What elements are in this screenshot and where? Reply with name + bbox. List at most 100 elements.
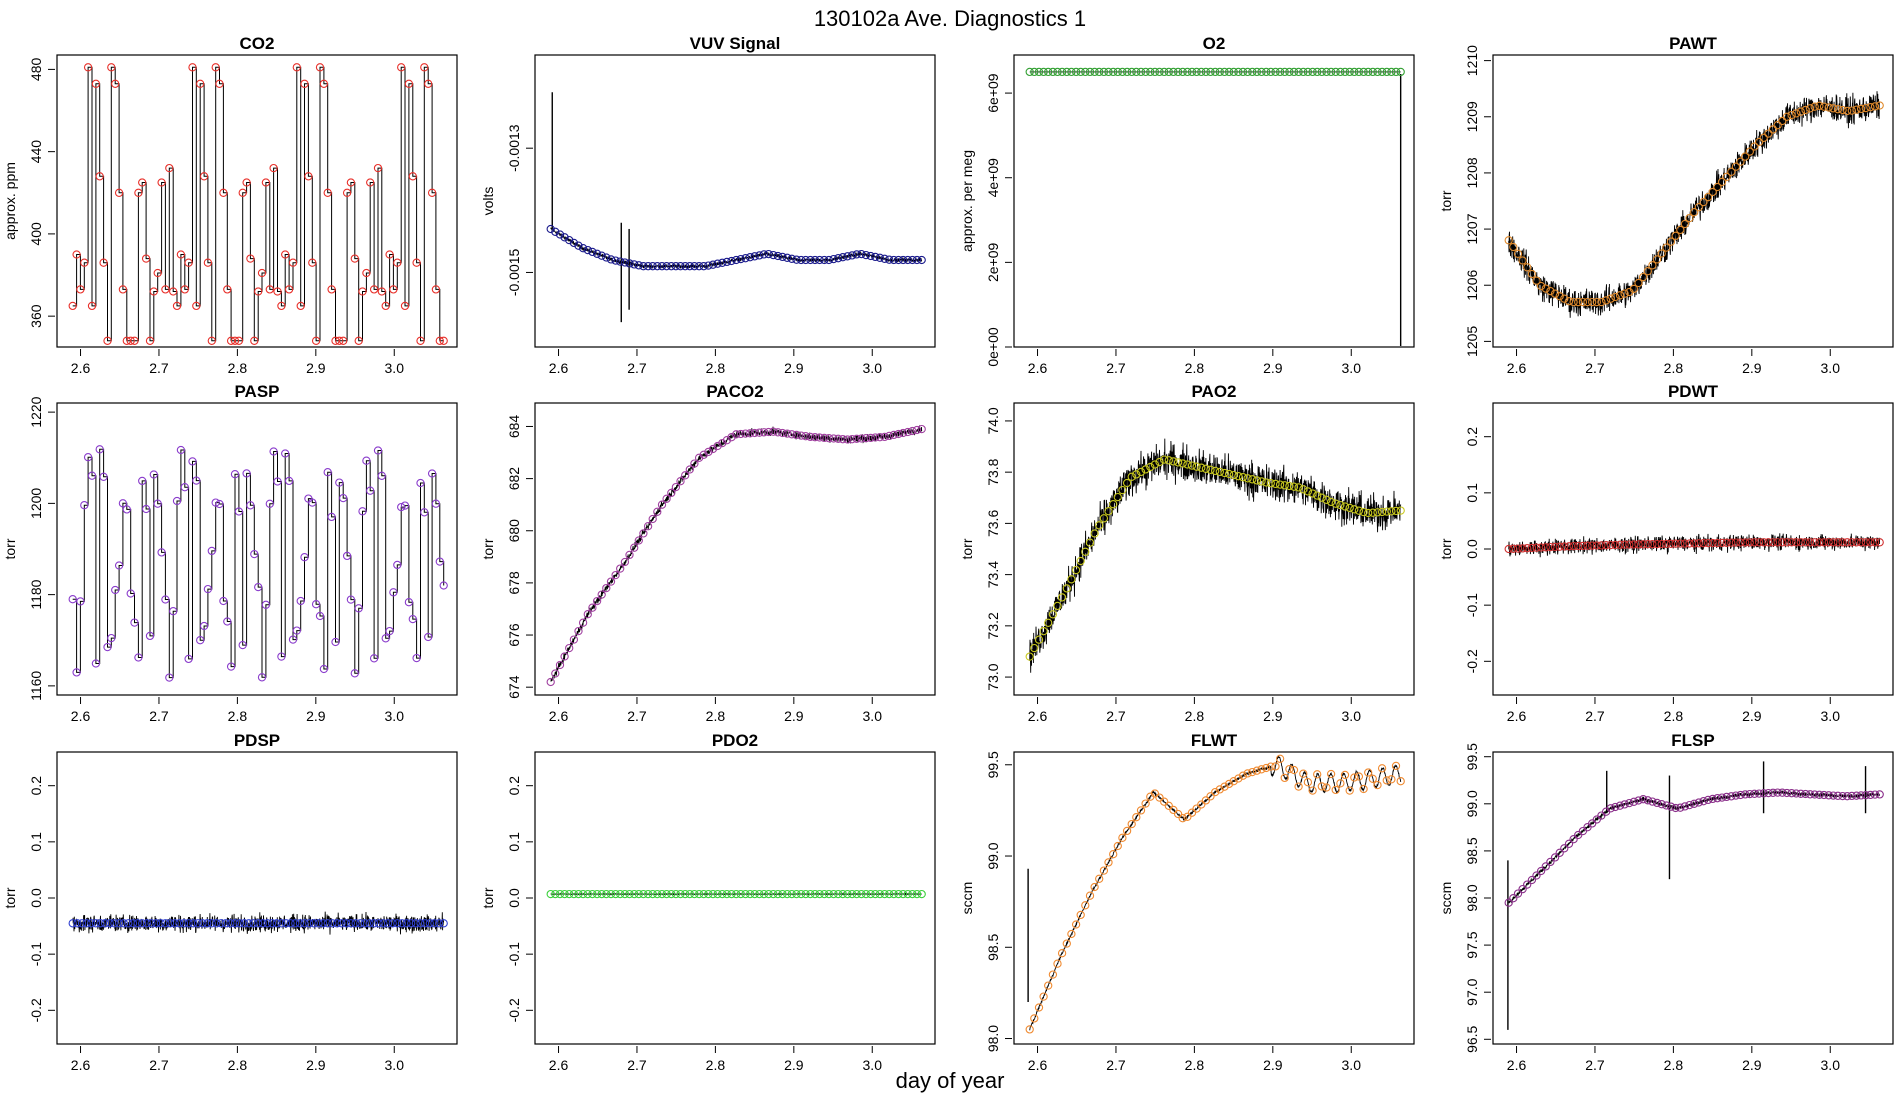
data-point — [1331, 67, 1340, 77]
data-point — [1113, 841, 1122, 851]
data-point — [583, 889, 592, 899]
data-point — [1782, 538, 1792, 547]
data-point — [1615, 801, 1625, 810]
data-point — [342, 188, 352, 197]
panel-paco2: PACO2 torr 2.6 2.7 2.8 2.9 3.0 674 676 678 680 682 6… — [480, 382, 936, 724]
panel-title: PDWT — [1668, 382, 1719, 401]
data-point — [134, 653, 143, 662]
data-point — [643, 889, 653, 899]
data-point — [616, 257, 625, 266]
panel-title: PACO2 — [706, 382, 763, 401]
panel-pdsp: PDSP torr 2.6 2.7 2.8 2.9 3.0 -0.2 -0.1 0.0 0.1 0.2 — [2, 731, 458, 1073]
data-point — [1671, 539, 1680, 548]
data-point — [1504, 898, 1513, 907]
data-point — [792, 889, 801, 899]
data-point — [1354, 506, 1364, 515]
data-point — [1685, 539, 1694, 548]
data-point — [569, 889, 579, 899]
plot-frame — [1492, 402, 1894, 696]
panel-title: VUV Signal — [690, 34, 781, 53]
data-point — [311, 336, 321, 345]
data-point — [404, 79, 414, 88]
data-point — [235, 919, 244, 928]
data-point — [1090, 882, 1099, 892]
data-point — [583, 245, 592, 255]
data-point — [427, 469, 437, 478]
data-point — [1824, 538, 1833, 547]
data-point — [327, 512, 336, 522]
data-point — [1062, 584, 1071, 593]
data-point — [408, 614, 417, 624]
data-point — [1611, 802, 1620, 812]
data-point — [362, 268, 371, 278]
data-point — [281, 919, 291, 928]
data-point — [1690, 208, 1699, 217]
data-point — [773, 428, 783, 437]
data-point — [1081, 901, 1090, 910]
data-point — [1741, 790, 1750, 799]
data-point — [1104, 858, 1113, 867]
y-tick-label: 99.0 — [1464, 790, 1480, 817]
y-tick-label: 682 — [506, 467, 522, 491]
data-point — [1164, 67, 1173, 77]
data-point — [1703, 795, 1713, 805]
data-point — [383, 919, 393, 928]
x-tick-label: 2.6 — [549, 360, 569, 376]
data-point — [880, 432, 889, 442]
data-point — [169, 287, 178, 296]
data-point — [718, 889, 727, 899]
data-point — [198, 919, 207, 928]
data-point — [1509, 242, 1518, 252]
data-point — [1322, 495, 1331, 504]
data-point — [694, 889, 704, 899]
y-tick-label: 4e+09 — [985, 158, 1001, 198]
data-point — [903, 889, 912, 899]
data-point — [1843, 538, 1852, 547]
data-point — [68, 301, 77, 311]
data-point — [815, 889, 824, 899]
plot-area — [1504, 91, 1884, 318]
data-point — [1099, 866, 1109, 875]
data-point — [1694, 798, 1703, 807]
data-point — [385, 250, 394, 259]
y-tick-label: 97.0 — [1464, 978, 1480, 1005]
y-tick-label: 98.0 — [985, 1025, 1001, 1052]
data-point — [87, 301, 97, 311]
data-point — [662, 262, 671, 271]
data-point — [1690, 539, 1699, 548]
data-point — [68, 919, 77, 928]
y-tick-label: 1207 — [1464, 213, 1480, 244]
data-point — [431, 499, 441, 508]
data-point — [1727, 792, 1736, 801]
data-point — [1620, 800, 1629, 809]
data-point — [196, 636, 205, 645]
data-point — [1829, 791, 1838, 800]
data-point — [1750, 789, 1759, 798]
data-point — [1671, 231, 1680, 240]
x-tick-label: 2.8 — [1185, 708, 1205, 724]
x-tick-label: 3.0 — [1342, 708, 1362, 724]
data-point — [912, 255, 922, 265]
data-point — [1583, 541, 1592, 550]
data-point — [1778, 538, 1787, 547]
data-point — [1178, 67, 1187, 77]
data-point — [1280, 481, 1289, 490]
data-point — [393, 919, 402, 928]
data-point — [369, 919, 379, 928]
data-point — [126, 336, 135, 345]
data-point — [250, 549, 259, 559]
data-point — [1856, 791, 1866, 800]
panel-pdwt: PDWT torr 2.6 2.7 2.8 2.9 3.0 -0.2 -0.1 0.0 0.1 0.2 — [1438, 382, 1894, 724]
y-tick-label: 73.4 — [985, 561, 1001, 588]
data-point — [1843, 106, 1852, 116]
data-point — [111, 79, 120, 88]
data-point — [393, 560, 402, 570]
data-point — [1243, 67, 1252, 77]
data-point — [894, 889, 903, 899]
x-tick-label: 2.7 — [1585, 1057, 1605, 1073]
x-tick-label: 2.6 — [71, 360, 91, 376]
y-tick-label: 6e+09 — [985, 73, 1001, 113]
data-point — [427, 188, 437, 197]
data-point — [820, 255, 829, 265]
y-tick-label: 1206 — [1464, 269, 1480, 300]
